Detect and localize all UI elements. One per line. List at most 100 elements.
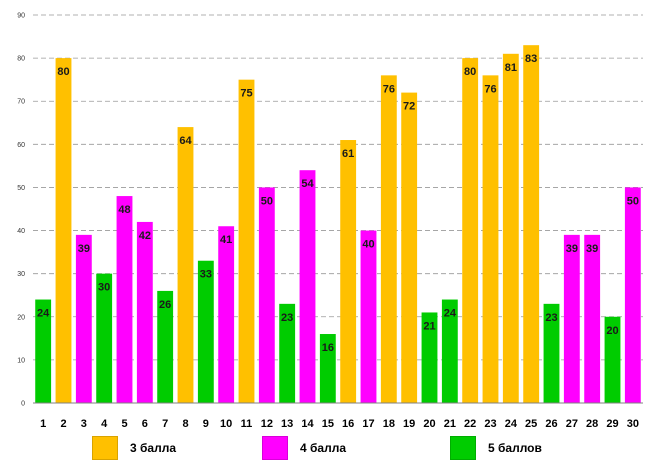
bar (523, 45, 540, 404)
data-label: 30 (98, 282, 110, 294)
legend-label-4-balla: 4 балла (300, 441, 347, 455)
x-tick-label: 10 (220, 418, 232, 430)
data-label: 80 (57, 66, 69, 78)
data-label: 24 (444, 308, 457, 320)
bar (421, 312, 438, 403)
x-tick-label: 19 (403, 418, 415, 430)
bar (35, 299, 52, 403)
bars (35, 45, 641, 404)
bar (96, 273, 113, 403)
data-label: 76 (484, 83, 496, 95)
x-tick-label: 25 (525, 418, 537, 430)
bar (401, 92, 418, 403)
x-tick-label: 5 (121, 418, 127, 430)
y-tick-label: 90 (17, 13, 25, 20)
x-tick-label: 17 (362, 418, 374, 430)
data-label: 40 (362, 239, 374, 251)
bar (360, 230, 377, 403)
data-label: 41 (220, 234, 232, 246)
bar (543, 303, 560, 403)
legend-item-3-balla: 3 балла (92, 436, 176, 460)
data-label: 16 (322, 342, 334, 354)
bar (482, 75, 499, 403)
x-tick-label: 6 (142, 418, 148, 430)
x-tick-label: 12 (261, 418, 273, 430)
bar (563, 234, 580, 403)
x-tick-label: 22 (464, 418, 476, 430)
x-tick-label: 2 (60, 418, 66, 430)
data-label: 26 (159, 299, 171, 311)
y-tick-label: 0 (21, 401, 25, 408)
data-label: 83 (525, 53, 537, 65)
y-tick-label: 50 (17, 185, 25, 192)
bar (116, 196, 133, 403)
x-tick-label: 28 (586, 418, 598, 430)
bar (197, 260, 214, 403)
data-label: 39 (586, 243, 598, 255)
data-label: 80 (464, 66, 476, 78)
y-tick-label: 70 (17, 99, 25, 106)
bar (380, 75, 397, 403)
x-tick-label: 16 (342, 418, 354, 430)
bar (157, 290, 174, 403)
x-tick-label: 21 (444, 418, 456, 430)
data-label: 61 (342, 148, 354, 160)
data-label: 33 (200, 269, 212, 281)
bar (441, 299, 458, 403)
bar (279, 303, 296, 403)
legend-swatch-5-ballov (450, 436, 476, 460)
bar (218, 226, 235, 403)
x-tick-label: 3 (81, 418, 87, 430)
y-tick-label: 60 (17, 142, 25, 149)
y-tick-label: 20 (17, 314, 25, 321)
x-tick-label: 15 (322, 418, 334, 430)
legend-swatch-4-balla (262, 436, 288, 460)
data-label: 75 (240, 88, 252, 100)
legend-label-3-balla: 3 балла (130, 441, 177, 455)
x-tick-label: 9 (203, 418, 209, 430)
legend-item-4-balla: 4 балла (262, 436, 346, 460)
data-label: 42 (139, 230, 151, 242)
x-tick-label: 4 (101, 418, 108, 430)
x-axis-ticks: 1 2 3 4 5 6 7 8 9 10 11 12 13 14 15 16 17 18 19 20 21 22 23 24 2… (40, 418, 639, 430)
bar (340, 140, 357, 403)
data-label: 39 (78, 243, 90, 255)
legend-swatch-3-balla (92, 436, 118, 460)
x-tick-label: 7 (162, 418, 168, 430)
x-tick-label: 14 (301, 418, 314, 430)
x-tick-label: 24 (505, 418, 518, 430)
bar (258, 187, 275, 403)
grid-lines (33, 14, 643, 361)
bar (502, 53, 519, 404)
bar (55, 58, 72, 403)
data-label: 50 (261, 195, 273, 207)
data-label: 24 (37, 308, 50, 320)
bar (624, 187, 641, 403)
legend-item-5-ballov: 5 баллов (450, 436, 542, 460)
bar (177, 127, 194, 403)
y-tick-label: 10 (17, 357, 25, 364)
x-tick-label: 30 (627, 418, 639, 430)
data-label: 50 (627, 195, 639, 207)
bar (238, 79, 255, 404)
data-label: 23 (281, 312, 293, 324)
x-tick-label: 13 (281, 418, 293, 430)
x-tick-label: 11 (241, 418, 253, 430)
data-label: 23 (545, 312, 557, 324)
data-label: 76 (383, 83, 395, 95)
legend: 3 балла 4 балла 5 баллов (0, 436, 650, 466)
bar (299, 170, 316, 403)
x-tick-label: 27 (566, 418, 578, 430)
x-tick-label: 23 (484, 418, 496, 430)
legend-label-5-ballov: 5 баллов (488, 441, 542, 455)
data-label: 54 (301, 178, 314, 190)
x-tick-label: 20 (423, 418, 435, 430)
bar (604, 316, 621, 403)
x-tick-label: 29 (606, 418, 618, 430)
data-label: 72 (403, 101, 415, 113)
bar (584, 234, 601, 403)
data-label: 39 (566, 243, 578, 255)
data-label: 21 (423, 320, 435, 332)
data-label: 81 (505, 62, 517, 74)
